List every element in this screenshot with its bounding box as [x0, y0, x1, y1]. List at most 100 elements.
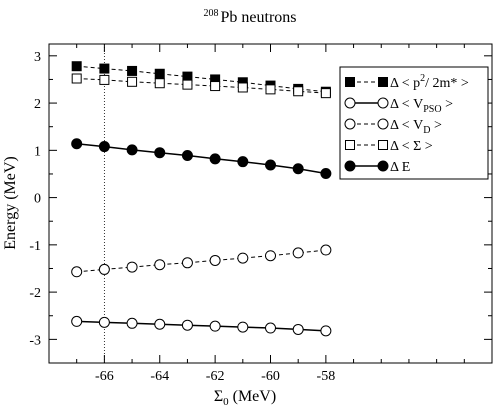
- y-tick-label-1: -2: [29, 286, 41, 301]
- series-line-0: [76, 65, 326, 93]
- chart-title-superscript: 208: [204, 8, 219, 19]
- series-3-point-9: [320, 88, 331, 99]
- legend-label-4: Δ E: [390, 160, 410, 175]
- y-tick-label-0: -3: [29, 333, 41, 348]
- series-4-point-8: [292, 163, 304, 175]
- series-2-point-3: [154, 259, 166, 271]
- series-0-point-0: [71, 61, 82, 72]
- series-3-point-6: [237, 82, 248, 93]
- legend-label-0-part-2: / 2m* >: [425, 76, 469, 91]
- legend-label-2-part-2: >: [430, 118, 442, 133]
- series-3-point-0: [71, 73, 82, 84]
- series-1-point-8: [292, 323, 304, 335]
- x-axis-label: Σ0 (MeV): [214, 388, 276, 408]
- series-1: [71, 315, 332, 337]
- series-3-point-5: [210, 81, 221, 92]
- legend-marker-left-0: [345, 77, 355, 87]
- legend: Δ < p2/ 2m* >Δ < VPSO >Δ < VD >Δ < Σ >Δ …: [339, 66, 489, 180]
- series-line-1: [76, 320, 326, 332]
- series-4: [71, 138, 332, 179]
- series-4-point-4: [181, 150, 193, 162]
- series-4-point-0: [71, 138, 83, 150]
- legend-label-0-part-0: Δ < p: [390, 76, 420, 91]
- series-1-point-9: [320, 325, 332, 337]
- x-tick-label-2: -62: [206, 369, 225, 384]
- y-tick-label-2: -1: [29, 239, 41, 254]
- series-2-point-9: [320, 244, 332, 256]
- legend-marker-right-1: [377, 97, 389, 109]
- series-3: [71, 73, 331, 99]
- legend-label-0: Δ < p2/ 2m* >: [390, 73, 469, 91]
- series-2-point-2: [126, 261, 138, 273]
- series-2-point-0: [71, 266, 83, 278]
- legend-label-1-part-1: PSO: [423, 104, 441, 115]
- legend-label-2-part-1: D: [423, 125, 430, 136]
- y-tick-label-3: 0: [34, 192, 41, 207]
- legend-marker-left-2: [344, 118, 356, 130]
- series-3-point-4: [182, 79, 193, 90]
- series-4-point-6: [237, 156, 249, 168]
- legend-label-1-part-2: >: [442, 97, 454, 112]
- chart-title-text: Pb neutrons: [221, 9, 297, 26]
- legend-marker-left-3: [345, 140, 355, 150]
- series-4-point-1: [98, 141, 110, 153]
- legend-marker-right-4: [377, 160, 389, 172]
- series-2-point-8: [292, 247, 304, 259]
- series-1-point-3: [154, 318, 166, 330]
- series-1-point-1: [98, 316, 110, 328]
- series-group: [71, 61, 332, 337]
- series-3-point-7: [265, 84, 276, 95]
- legend-marker-right-2: [377, 118, 389, 130]
- series-4-point-5: [209, 153, 221, 165]
- series-3-point-2: [127, 76, 138, 87]
- series-4-point-3: [154, 147, 166, 159]
- legend-marker-left-1: [344, 97, 356, 109]
- series-1-point-7: [265, 322, 276, 334]
- y-tick-label-4: 1: [34, 144, 41, 159]
- series-3-point-3: [154, 78, 165, 89]
- series-0-point-3: [154, 68, 165, 79]
- series-1-point-5: [209, 320, 221, 332]
- series-2-point-5: [209, 254, 221, 266]
- legend-label-4-part-0: Δ E: [390, 160, 410, 175]
- series-2-point-7: [265, 250, 276, 262]
- y-tick-label-6: 3: [34, 50, 41, 65]
- series-2-point-6: [237, 252, 249, 264]
- legend-label-2: Δ < VD >: [390, 118, 442, 136]
- series-2-point-1: [98, 263, 110, 275]
- series-4-point-2: [126, 144, 138, 156]
- series-line-4: [76, 142, 327, 175]
- legend-box: [339, 66, 489, 180]
- series-line-3: [76, 78, 326, 94]
- legend-label-3-part-0: Δ < Σ >: [390, 139, 433, 154]
- y-axis-label: Energy (MeV): [2, 156, 19, 249]
- x-axis-label-main: Σ: [214, 388, 223, 405]
- legend-label-3: Δ < Σ >: [390, 139, 433, 154]
- x-axis-label-unit: (MeV): [229, 388, 277, 405]
- series-1-point-4: [181, 319, 193, 331]
- series-1-point-6: [237, 321, 249, 333]
- series-4-point-9: [320, 167, 332, 179]
- y-tick-label-5: 2: [34, 97, 41, 112]
- series-3-point-8: [293, 86, 304, 97]
- x-tick-label-3: -60: [261, 369, 280, 384]
- series-2: [71, 244, 332, 278]
- series-0-point-1: [99, 63, 110, 74]
- legend-marker-left-4: [344, 160, 356, 172]
- series-line-2: [76, 249, 326, 273]
- chart-title: 208 Pb neutrons: [204, 8, 297, 26]
- series-0: [71, 61, 331, 97]
- legend-label-1: Δ < VPSO >: [390, 97, 453, 115]
- series-1-point-2: [126, 317, 138, 329]
- x-tick-label-4: -58: [317, 369, 336, 384]
- series-2-point-4: [181, 257, 193, 269]
- legend-label-2-part-0: Δ < V: [390, 118, 423, 133]
- axis-ticks: -66 -64 -62 -60 -58 -3 -2 -1 0 1 2 3: [29, 44, 492, 384]
- legend-label-0-part-1: 2: [420, 73, 425, 84]
- series-3-point-1: [99, 74, 110, 85]
- series-0-point-2: [127, 65, 138, 76]
- series-1-point-0: [71, 315, 83, 327]
- series-4-point-7: [265, 159, 276, 171]
- x-tick-label-1: -64: [150, 369, 169, 384]
